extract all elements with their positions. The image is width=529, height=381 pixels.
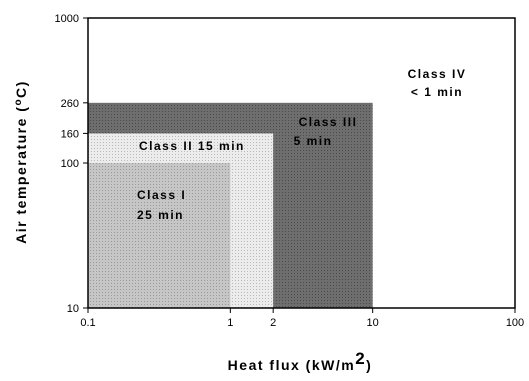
x-axis-title: Heat flux (kW/m2) — [228, 349, 373, 373]
class-iii-time-label: 5 min — [294, 134, 333, 148]
y-tick-label: 10 — [67, 303, 79, 315]
class-ii-label: Class II 15 min — [139, 139, 245, 153]
y-tick-label: 100 — [61, 158, 79, 170]
class-i-label: Class I — [137, 188, 186, 202]
x-tick-label: 0.1 — [80, 317, 95, 329]
y-tick-label: 260 — [61, 98, 79, 110]
y-tick-label: 1000 — [55, 13, 79, 25]
x-tick-label: 100 — [506, 317, 524, 329]
regions-layer — [88, 102, 373, 309]
x-tick-label: 10 — [367, 317, 379, 329]
class-iii-label: Class III — [299, 115, 358, 129]
x-tick-label: 1 — [227, 317, 233, 329]
class-iv-label: Class IV — [408, 67, 467, 81]
class-iv-time-label: < 1 min — [411, 85, 463, 99]
region-class-i — [88, 163, 231, 308]
ticks-layer: 0.1 1 2 10 100 10 100 160 260 1000 — [55, 13, 525, 329]
x-tick-label: 2 — [270, 317, 276, 329]
class-i-time-label: 25 min — [137, 208, 184, 222]
y-axis-title: Air temperature (oC) — [13, 80, 29, 244]
y-tick-label: 160 — [61, 128, 79, 140]
